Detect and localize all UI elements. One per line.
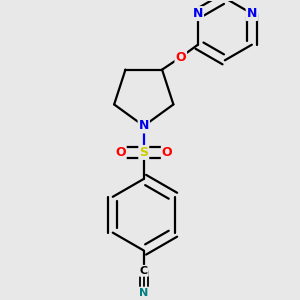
Text: N: N	[139, 288, 148, 298]
Text: N: N	[247, 7, 257, 20]
Text: O: O	[162, 146, 172, 159]
Text: O: O	[176, 51, 186, 64]
Text: O: O	[115, 146, 126, 159]
Text: C: C	[140, 266, 148, 276]
Text: N: N	[139, 119, 149, 133]
Text: N: N	[193, 7, 203, 20]
Text: S: S	[139, 146, 148, 159]
